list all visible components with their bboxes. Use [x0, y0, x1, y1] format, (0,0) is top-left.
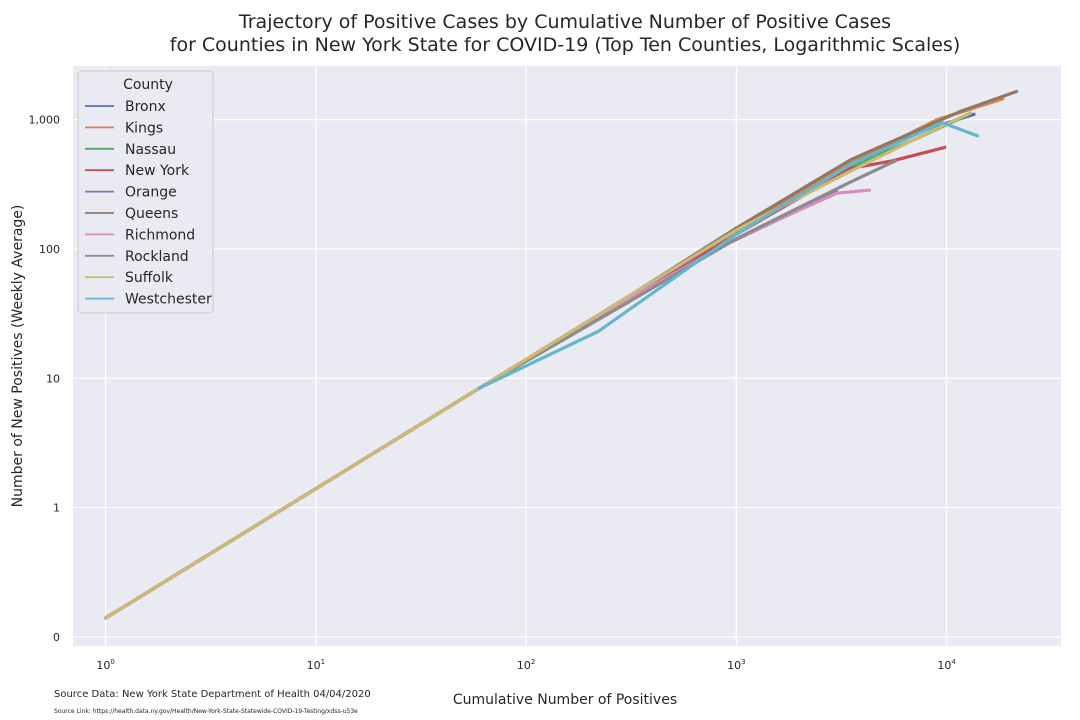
chart-title-line-1: Trajectory of Positive Cases by Cumulati… — [238, 11, 891, 33]
y-tick-label-0: 0 — [53, 631, 60, 644]
y-tick-label-3: 100 — [39, 243, 60, 256]
source-data-note: Source Data: New York State Department o… — [54, 689, 371, 700]
chart-title: Trajectory of Positive Cases by Cumulati… — [170, 11, 961, 56]
source-link-note: Source Link: https://health.data.ny.gov/… — [54, 708, 358, 715]
y-tick-label-1: 1 — [53, 502, 60, 515]
legend-label-westchester: Westchester — [125, 292, 212, 308]
x-axis-label: Cumulative Number of Positives — [453, 692, 677, 708]
grid — [73, 66, 1061, 646]
legend-label-queens: Queens — [125, 206, 178, 222]
legend-label-bronx: Bronx — [125, 99, 166, 115]
legend-label-nassau: Nassau — [125, 142, 176, 158]
chart-title-line-2: for Counties in New York State for COVID… — [170, 34, 961, 56]
x-tick-label-1: 101 — [307, 658, 325, 672]
x-tick-label-2: 102 — [517, 658, 535, 672]
legend-label-orange: Orange — [125, 185, 177, 201]
x-tick-label-4: 104 — [937, 658, 956, 672]
legend-label-richmond: Richmond — [125, 227, 195, 243]
x-tick-labels: 100 101 102 103 104 — [96, 658, 956, 672]
legend-items: Bronx Kings Nassau New York Orange Queens Rich… — [85, 99, 212, 308]
legend-box — [77, 70, 214, 314]
x-tick-label-0: 100 — [96, 658, 114, 672]
y-tick-label-4: 1,000 — [29, 114, 61, 127]
plot-area — [73, 66, 1061, 646]
legend-title: County — [123, 77, 173, 93]
legend-label-new-york: New York — [125, 163, 190, 179]
x-tick-label-3: 103 — [727, 658, 745, 672]
legend-label-rockland: Rockland — [125, 249, 189, 265]
y-tick-labels: 0 1 10 100 1,000 — [29, 114, 61, 644]
series-lines — [103, 89, 1019, 620]
legend: County Bronx Kings Nassau New York Orange Que… — [77, 70, 214, 314]
legend-label-kings: Kings — [125, 120, 163, 136]
series-line-westchester — [477, 120, 979, 390]
legend-label-suffolk: Suffolk — [125, 270, 174, 286]
y-axis-label: Number of New Positives (Weekly Average) — [10, 205, 26, 508]
y-tick-label-2: 10 — [46, 372, 60, 385]
